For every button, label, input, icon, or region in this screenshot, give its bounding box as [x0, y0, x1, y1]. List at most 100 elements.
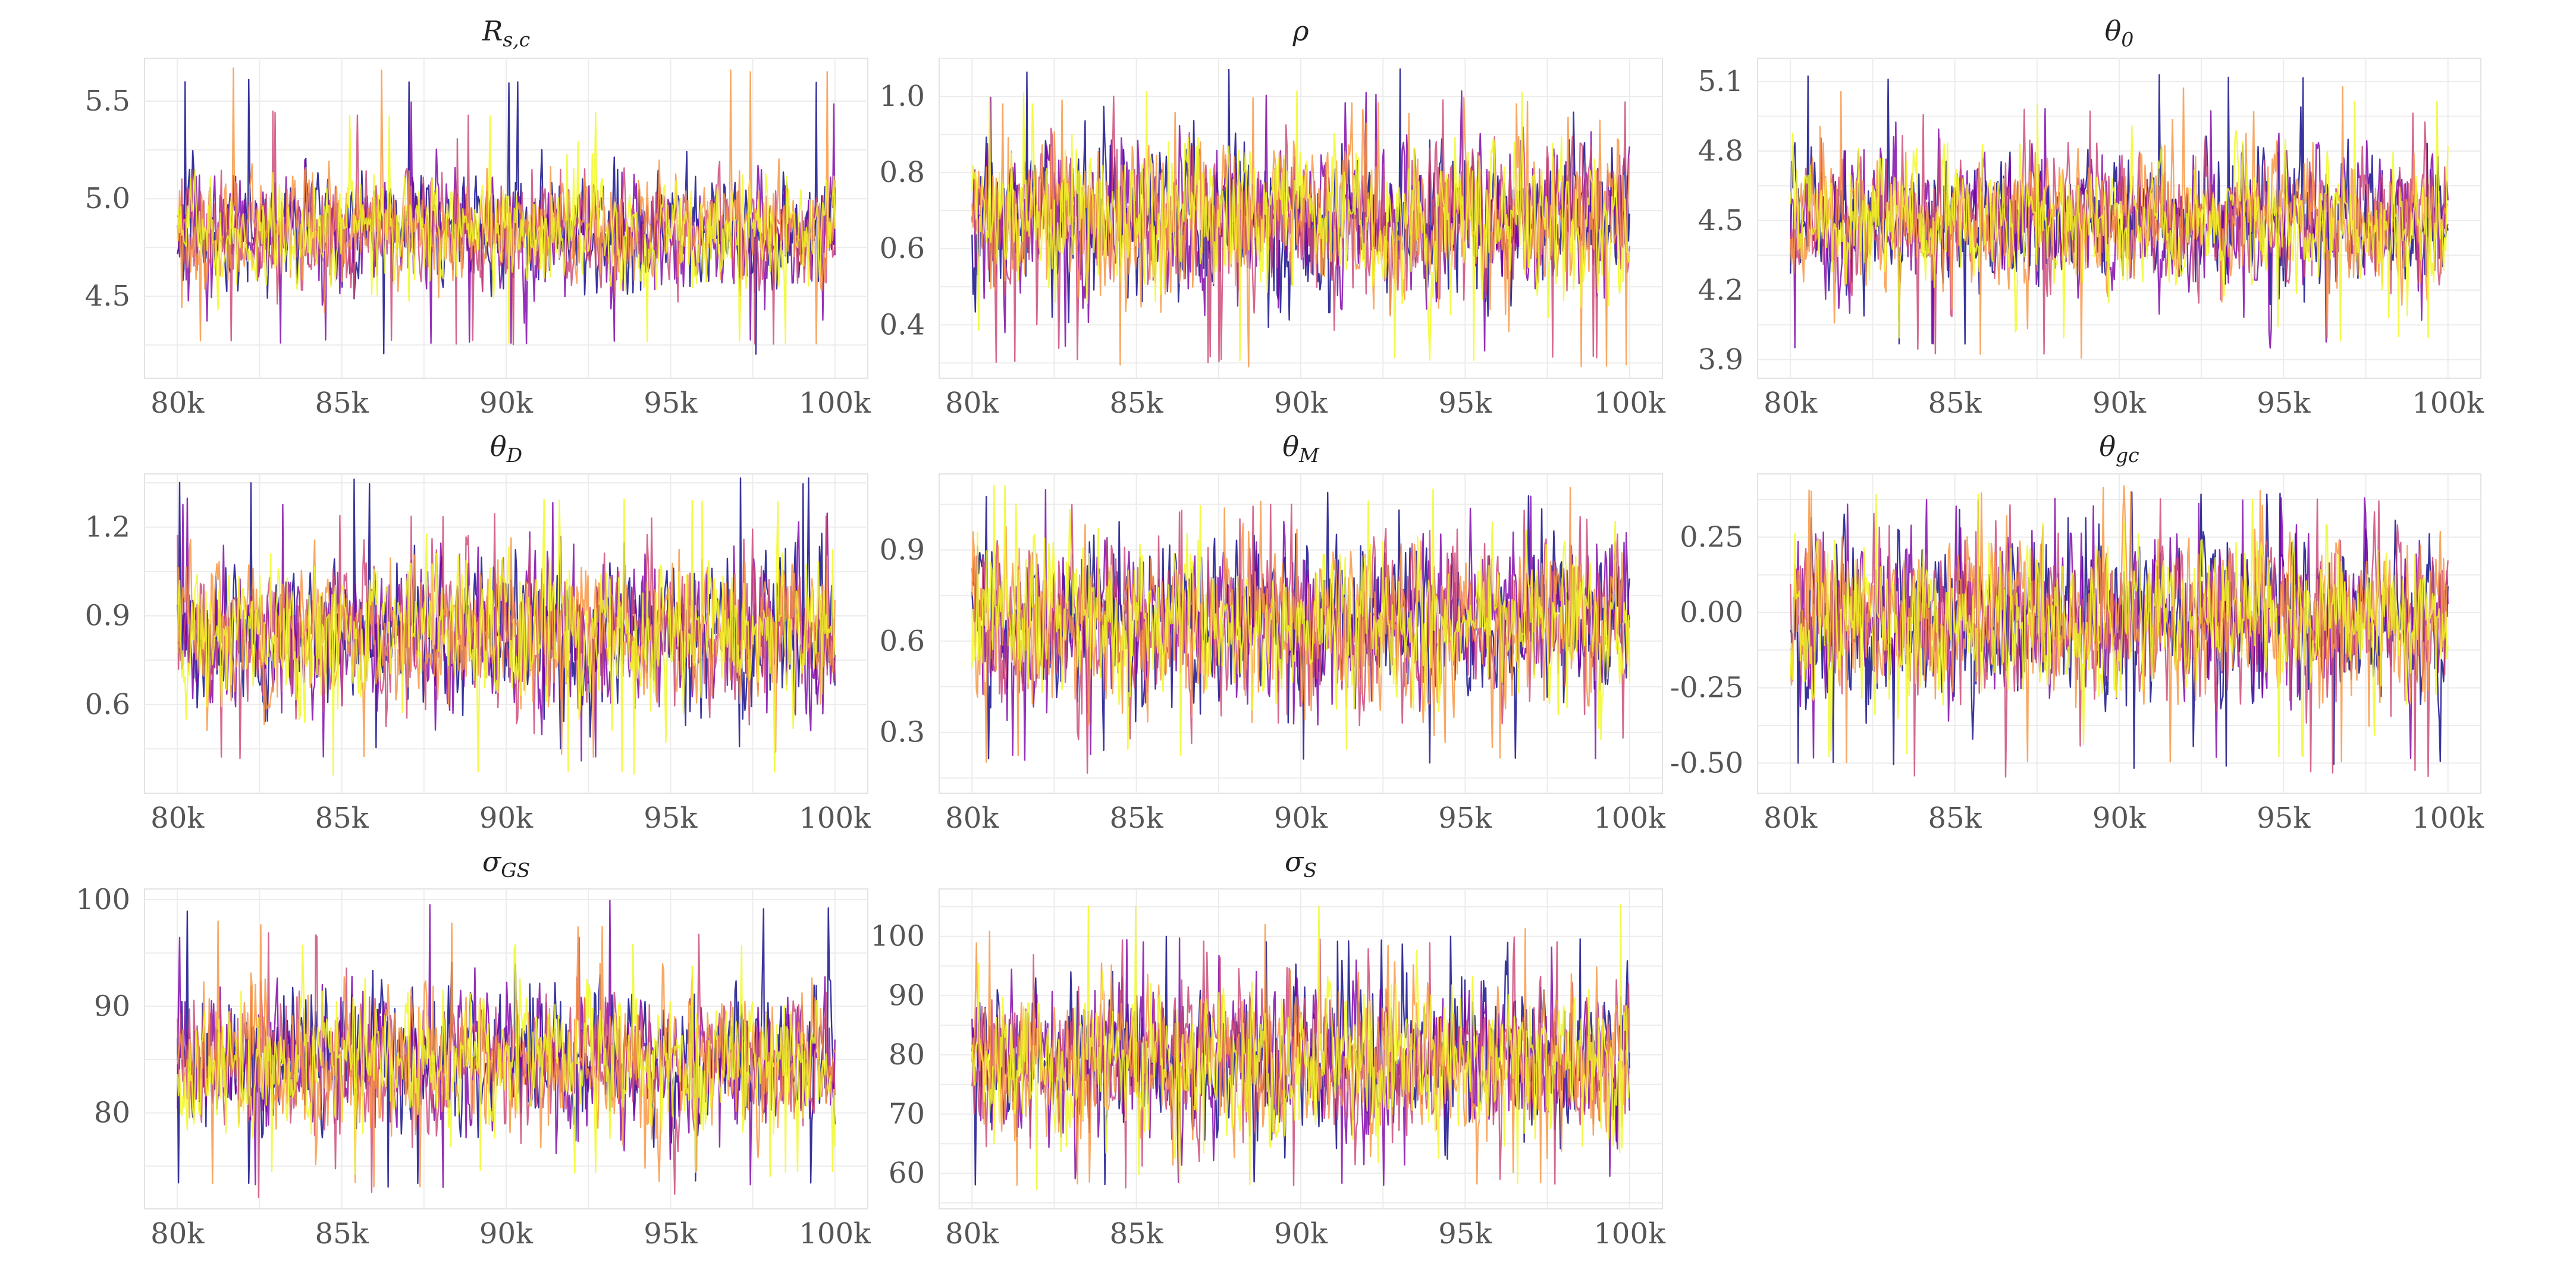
- x-tick-label: 85k: [1110, 387, 1164, 420]
- x-tick-label: 80k: [150, 802, 205, 835]
- x-tick-label: 100k: [2412, 387, 2484, 420]
- y-tick-label: 0.9: [880, 533, 925, 567]
- x-tick-label: 80k: [945, 387, 999, 420]
- trace-panel-3: 3.9 4.2 4.5 4.8 5.1 80k 85k 90k 95k 100k θ0: [1698, 15, 2484, 420]
- y-tick-label: 90: [889, 979, 925, 1012]
- x-tick-label: 80k: [945, 802, 999, 835]
- trace-panel-7: 80 90 100 80k 85k 90k 95k 100k σGS: [76, 846, 871, 1250]
- y-tick-label: 0.8: [880, 156, 925, 189]
- y-tick-label: 4.5: [85, 279, 130, 313]
- y-tick-label: 0.00: [1680, 596, 1743, 629]
- y-tick-label: 1.0: [880, 80, 925, 113]
- y-tick-label: -0.25: [1670, 671, 1743, 705]
- trace-series-5: [971, 90, 1630, 362]
- traces: [177, 477, 836, 776]
- trace-series-4: [1790, 485, 2449, 763]
- x-tick-label: 95k: [1438, 387, 1492, 420]
- panel-title: θ0: [2105, 15, 2134, 51]
- x-tick-label: 100k: [799, 802, 871, 835]
- traces: [1790, 485, 2449, 778]
- panel-title: θD: [490, 431, 522, 467]
- y-tick-label: 4.8: [1698, 134, 1743, 168]
- y-tick-label: 0.6: [85, 688, 130, 721]
- x-tick-label: 90k: [479, 1217, 534, 1250]
- x-tick-label: 80k: [1764, 387, 1818, 420]
- y-tick-label: 80: [889, 1038, 925, 1072]
- x-tick-label: 90k: [1274, 387, 1328, 420]
- y-tick-label: 0.3: [880, 716, 925, 749]
- trace-series-5: [177, 943, 836, 1177]
- grid: [145, 58, 868, 378]
- y-tick-label: 5.0: [85, 182, 130, 215]
- x-tick-label: 90k: [479, 387, 534, 420]
- y-tick-label: 3.9: [1698, 343, 1743, 376]
- trace-panel-1: 4.5 5.0 5.5 80k 85k 90k 95k 100k Rs,c: [85, 15, 871, 420]
- x-tick-label: 90k: [2092, 802, 2147, 835]
- panel-title: θM: [1282, 431, 1320, 467]
- x-tick-label: 95k: [1438, 1217, 1492, 1250]
- y-tick-label: 0.6: [880, 624, 925, 658]
- x-tick-label: 100k: [799, 1217, 871, 1250]
- x-tick-label: 95k: [2257, 387, 2311, 420]
- traces: [177, 900, 836, 1199]
- trace-panel-8: 60 70 80 90 100 80k 85k 90k 95k 100k σS: [870, 846, 1666, 1250]
- trace-series-5: [177, 498, 836, 776]
- trace-series-5: [971, 903, 1630, 1190]
- x-tick-label: 85k: [1110, 802, 1164, 835]
- y-tick-label: 100: [76, 883, 130, 916]
- panel-title: σS: [1285, 846, 1317, 882]
- traces: [971, 903, 1630, 1190]
- traces: [177, 67, 836, 355]
- x-tick-label: 100k: [1593, 1217, 1666, 1250]
- y-tick-label: 0.4: [880, 308, 925, 341]
- x-tick-label: 90k: [1274, 1217, 1328, 1250]
- x-tick-label: 100k: [1593, 387, 1666, 420]
- y-tick-label: 0.9: [85, 599, 130, 633]
- y-tick-label: 5.5: [85, 84, 130, 118]
- x-tick-label: 85k: [315, 387, 369, 420]
- x-tick-label: 85k: [315, 1217, 369, 1250]
- x-tick-label: 85k: [1110, 1217, 1164, 1250]
- trace-series-5: [177, 112, 836, 345]
- y-tick-label: 90: [94, 989, 130, 1023]
- y-tick-label: 100: [870, 920, 925, 953]
- y-tick-label: 0.25: [1680, 520, 1743, 554]
- x-tick-label: 90k: [1274, 802, 1328, 835]
- x-tick-label: 85k: [315, 802, 369, 835]
- trace-panel-6: -0.50 -0.25 0.00 0.25 80k 85k 90k 95k 100k θgc: [1670, 431, 2484, 835]
- trace-series-5: [1790, 100, 2449, 342]
- y-tick-label: 4.5: [1698, 204, 1743, 237]
- x-tick-label: 80k: [1764, 802, 1818, 835]
- x-tick-label: 80k: [945, 1217, 999, 1250]
- y-tick-label: 80: [94, 1096, 130, 1130]
- y-tick-label: 5.1: [1698, 65, 1743, 98]
- x-tick-label: 95k: [1438, 802, 1492, 835]
- x-tick-label: 80k: [150, 387, 205, 420]
- x-tick-label: 95k: [644, 802, 698, 835]
- x-tick-label: 95k: [2257, 802, 2311, 835]
- panel-title: Rs,c: [482, 15, 531, 51]
- x-tick-label: 100k: [2412, 802, 2484, 835]
- y-tick-label: 1.2: [85, 511, 130, 544]
- x-tick-label: 85k: [1928, 802, 1982, 835]
- y-tick-label: 4.2: [1698, 274, 1743, 307]
- x-tick-label: 95k: [644, 1217, 698, 1250]
- trace-series-5: [971, 485, 1630, 756]
- y-tick-label: 70: [889, 1098, 925, 1131]
- x-tick-label: 95k: [644, 387, 698, 420]
- trace-panel-2: 0.4 0.6 0.8 1.0 80k 85k 90k 95k 100k ρ: [880, 15, 1666, 420]
- x-tick-label: 100k: [799, 387, 871, 420]
- y-tick-label: -0.50: [1670, 746, 1743, 780]
- trace-panel-5: 0.3 0.6 0.9 80k 85k 90k 95k 100k θM: [880, 431, 1666, 835]
- y-tick-label: 60: [889, 1157, 925, 1190]
- x-tick-label: 80k: [150, 1217, 205, 1250]
- panel-title: σGS: [482, 846, 530, 882]
- traces: [971, 68, 1630, 367]
- traces: [1790, 74, 2449, 359]
- x-tick-label: 85k: [1928, 387, 1982, 420]
- traces: [971, 485, 1630, 774]
- panel-title: θgc: [2099, 431, 2139, 467]
- x-tick-label: 100k: [1593, 802, 1666, 835]
- trace-panel-4: 0.6 0.9 1.2 80k 85k 90k 95k 100k θD: [85, 431, 871, 835]
